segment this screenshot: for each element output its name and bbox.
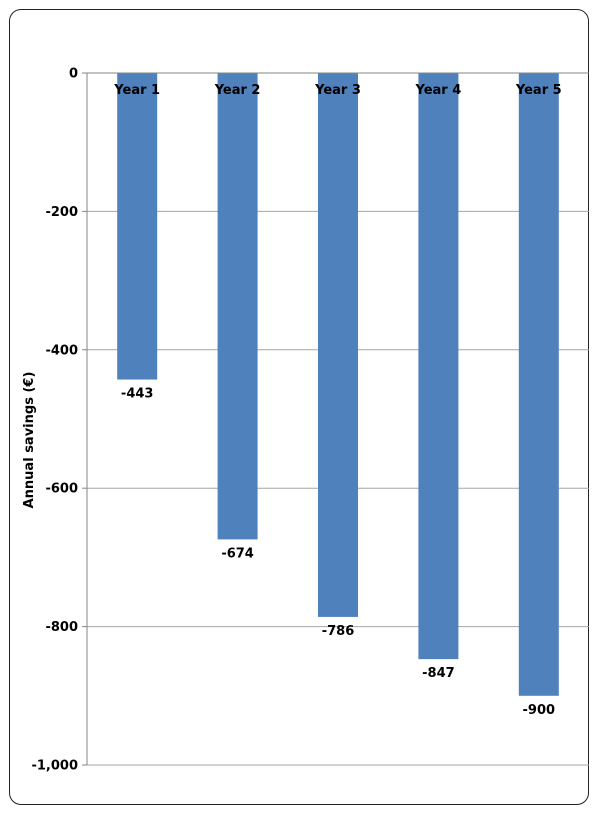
- axes: [82, 72, 589, 766]
- data-label: -443: [121, 387, 154, 402]
- bars: [117, 73, 559, 696]
- y-tick-labels: 0 -200 -400 -600 -800 -1,000: [31, 67, 78, 774]
- data-label: -847: [422, 666, 455, 681]
- bar: [518, 73, 559, 696]
- data-label: -674: [221, 546, 254, 561]
- category-label: Year 5: [515, 83, 562, 98]
- category-label: Year 4: [415, 83, 462, 98]
- y-axis-title: Annual savings (€): [22, 372, 37, 509]
- bar: [117, 73, 158, 380]
- data-label: -900: [523, 703, 556, 718]
- data-labels: -443 -674 -786 -847 -900: [121, 387, 555, 718]
- bar: [418, 73, 459, 660]
- y-tick-label: 0: [69, 67, 78, 82]
- y-tick-label: -400: [45, 343, 78, 358]
- y-tick-label: -600: [45, 482, 78, 497]
- y-tick-label: -200: [45, 205, 78, 220]
- chart-frame: [9, 9, 589, 805]
- data-label: -786: [322, 624, 355, 639]
- category-label: Year 1: [113, 83, 160, 98]
- y-tick-label: -1,000: [31, 759, 78, 774]
- category-label: Year 2: [214, 83, 261, 98]
- y-tick-label: -800: [45, 620, 78, 635]
- category-labels: Year 1 Year 2 Year 3 Year 4 Year 5: [113, 83, 561, 98]
- category-label: Year 3: [314, 83, 361, 98]
- bar: [318, 73, 358, 617]
- bar: [217, 73, 258, 540]
